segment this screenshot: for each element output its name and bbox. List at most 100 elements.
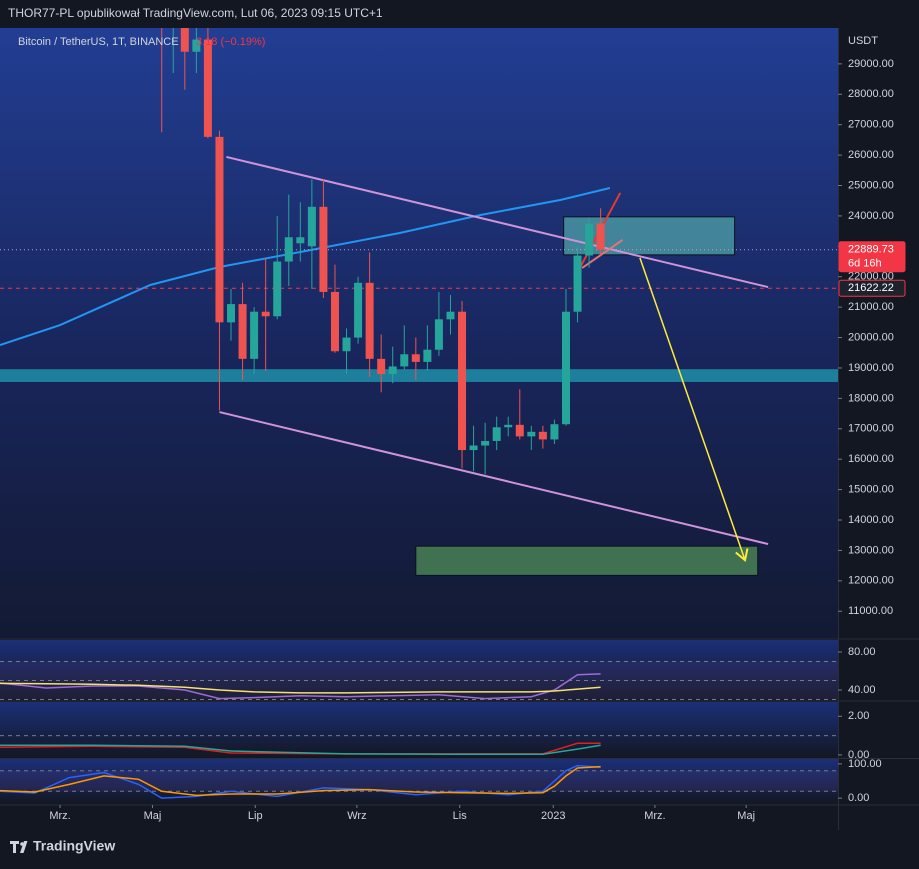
price-change: 3.18 (−0.19%) bbox=[196, 36, 265, 48]
candle-body bbox=[400, 354, 409, 367]
y-tick-label: 19000.00 bbox=[848, 362, 894, 374]
candle-body bbox=[180, 28, 189, 52]
footer-bar bbox=[0, 830, 919, 864]
candle-body bbox=[238, 304, 247, 359]
candle-body bbox=[550, 424, 559, 440]
support-band bbox=[0, 369, 838, 382]
candle-body bbox=[481, 440, 490, 446]
candle-body bbox=[203, 39, 212, 137]
y-tick-label: 11000.00 bbox=[848, 605, 893, 617]
rsi-plot bbox=[0, 660, 838, 700]
candle-body bbox=[585, 223, 594, 256]
candle-body bbox=[342, 337, 351, 352]
level-band bbox=[0, 770, 838, 792]
candle-body bbox=[261, 311, 270, 317]
main-pane bbox=[0, 28, 838, 638]
candle-body bbox=[319, 206, 328, 292]
candle-body bbox=[354, 282, 363, 338]
y-tick-label: 80.00 bbox=[848, 646, 876, 658]
x-tick-label: Lip bbox=[248, 810, 263, 822]
candle-body bbox=[227, 304, 236, 323]
candle-body bbox=[527, 431, 536, 437]
candle-body bbox=[434, 319, 443, 350]
brand-name[interactable]: TradingView bbox=[33, 838, 115, 854]
x-tick-label: 2023 bbox=[541, 810, 565, 822]
candle-body bbox=[423, 349, 432, 362]
macd-pane bbox=[0, 702, 838, 758]
brand-logo bbox=[10, 841, 28, 853]
candle-body bbox=[492, 427, 501, 441]
candle-body bbox=[192, 39, 201, 52]
indicator-line bbox=[0, 682, 601, 694]
symbol-legend: Bitcoin / TetherUS, 1T, BINANCE bbox=[18, 36, 179, 48]
price-unit: USDT bbox=[848, 35, 878, 47]
trend-line bbox=[226, 155, 769, 289]
macd-plot bbox=[0, 735, 838, 756]
trend-line bbox=[219, 411, 769, 546]
candle-body bbox=[515, 424, 524, 437]
price-label: 21622.22 bbox=[848, 282, 894, 294]
x-tick-label: Maj bbox=[144, 810, 162, 822]
y-tick-label: 100.00 bbox=[848, 758, 882, 770]
indicator-line bbox=[0, 764, 601, 799]
y-tick-label: 22000.00 bbox=[848, 271, 894, 283]
candle-body bbox=[388, 366, 397, 375]
candle-body bbox=[573, 255, 582, 312]
candle-body bbox=[469, 445, 478, 451]
price-label: 22889.73 bbox=[848, 244, 894, 256]
candle-body bbox=[538, 431, 547, 440]
header-text: THOR77-PL opublikował TradingView.com, L… bbox=[8, 6, 383, 20]
axes: 11000.00 12000.00 13000.00 14000.00 15000.00… bbox=[49, 58, 906, 822]
y-tick-label: 26000.00 bbox=[848, 149, 894, 161]
price-label-box bbox=[838, 279, 906, 297]
y-tick-label: 29000.00 bbox=[848, 58, 894, 70]
x-tick-label: Wrz bbox=[347, 810, 366, 822]
y-tick-label: 28000.00 bbox=[848, 88, 894, 100]
candle-body bbox=[458, 311, 467, 451]
arrow-head bbox=[735, 548, 749, 562]
y-tick-label: 16000.00 bbox=[848, 453, 894, 465]
candle-body bbox=[273, 261, 282, 317]
candle-body bbox=[377, 358, 386, 375]
candle-body bbox=[330, 291, 339, 352]
y-tick-label: 0.00 bbox=[848, 792, 869, 804]
y-tick-label: 20000.00 bbox=[848, 331, 894, 343]
candle-body bbox=[284, 237, 293, 262]
candle-body bbox=[411, 354, 420, 362]
bar-countdown: 6d 16h bbox=[848, 258, 882, 270]
candle-body bbox=[446, 311, 455, 320]
candle-body bbox=[296, 237, 305, 244]
y-tick-label: 25000.00 bbox=[848, 179, 894, 191]
candle-body bbox=[250, 311, 259, 359]
x-tick-label: Lis bbox=[453, 810, 468, 822]
price-label-box bbox=[838, 241, 906, 273]
indicator-line bbox=[0, 673, 601, 700]
x-tick-label: Maj bbox=[737, 810, 755, 822]
y-tick-label: 40.00 bbox=[848, 684, 876, 696]
y-tick-label: 24000.00 bbox=[848, 210, 894, 222]
main-plot bbox=[0, 28, 838, 576]
y-tick-label: 17000.00 bbox=[848, 423, 894, 435]
x-tick-label: Mrz. bbox=[49, 810, 70, 822]
stoch-pane bbox=[0, 759, 838, 805]
zone-box bbox=[415, 545, 759, 576]
y-tick-label: 14000.00 bbox=[848, 514, 894, 526]
y-tick-label: 12000.00 bbox=[848, 575, 894, 587]
stoch-plot bbox=[0, 764, 838, 799]
y-tick-label: 18000.00 bbox=[848, 392, 894, 404]
candle-body bbox=[561, 311, 570, 425]
y-tick-label: 2.00 bbox=[848, 710, 869, 722]
candle-body bbox=[504, 424, 513, 428]
y-tick-label: 13000.00 bbox=[848, 544, 894, 556]
y-tick-label: 0.00 bbox=[848, 749, 869, 761]
rsi-pane bbox=[0, 640, 838, 700]
indicator-line bbox=[0, 744, 601, 756]
x-tick-label: Mrz. bbox=[644, 810, 665, 822]
indicator-line bbox=[0, 765, 601, 797]
candle-body bbox=[215, 136, 224, 323]
y-tick-label: 27000.00 bbox=[848, 119, 894, 131]
y-tick-label: 21000.00 bbox=[848, 301, 894, 313]
projection-arrow bbox=[639, 257, 746, 561]
y-tick-label: 15000.00 bbox=[848, 484, 894, 496]
